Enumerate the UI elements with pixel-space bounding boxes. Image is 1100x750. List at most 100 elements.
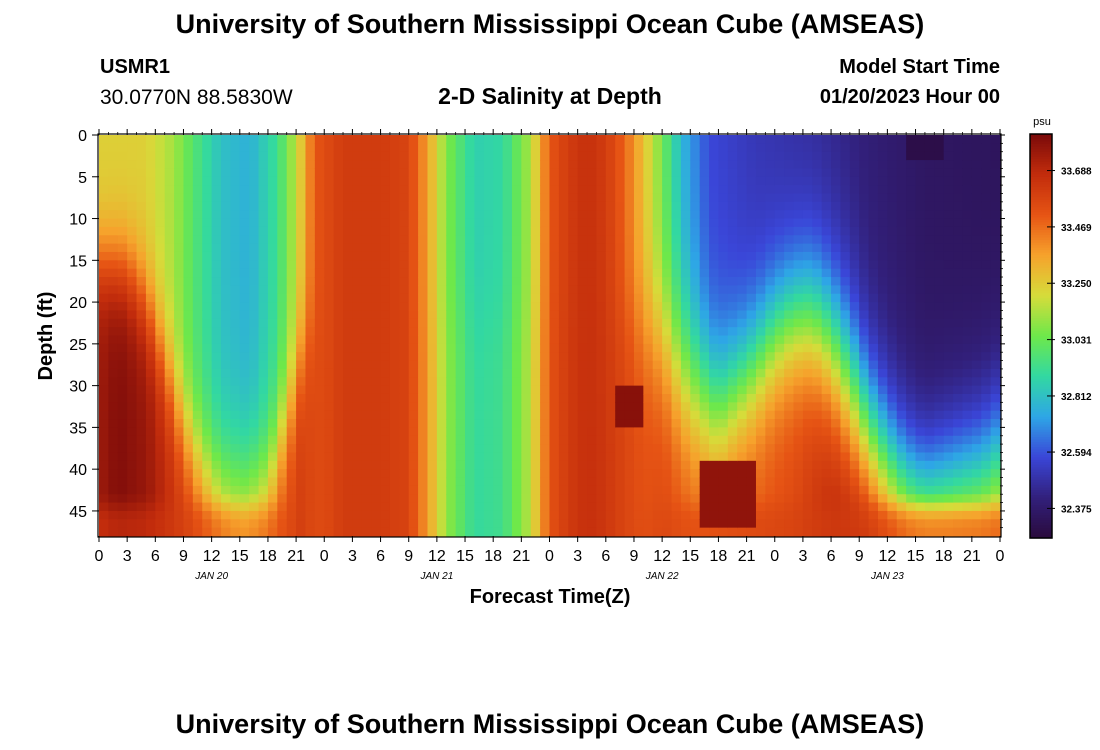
heatmap-cell [399,151,410,161]
heatmap-cell [558,235,569,245]
heatmap-cell [727,343,738,353]
heatmap-cell [418,285,429,295]
heatmap-cell [615,494,626,504]
heatmap-cell [314,469,325,479]
heatmap-cell [896,360,907,370]
heatmap-cell [521,527,532,537]
colorbar-segment [1030,356,1052,360]
colorbar-segment [1030,139,1052,143]
heatmap-cell [155,485,166,495]
heatmap-cell [896,393,907,403]
heatmap-cell [624,527,635,537]
heatmap-cell [399,293,410,303]
heatmap-cell [887,402,898,412]
heatmap-cell [690,385,701,395]
heatmap-cell [755,193,766,203]
heatmap-cell [906,260,917,270]
y-tick-label: 40 [69,462,87,479]
heatmap-cell [211,494,222,504]
heatmap-cell [784,251,795,261]
heatmap-cell [99,268,109,278]
heatmap-cell [943,427,954,437]
heatmap-cell [680,251,691,261]
heatmap-cell [877,318,888,328]
heatmap-cell [924,452,935,462]
heatmap-cell [633,251,644,261]
heatmap-cell [108,360,119,370]
heatmap-cell [399,243,410,253]
heatmap-cell [343,193,354,203]
heatmap-cell [812,176,823,186]
heatmap-cell [615,485,626,495]
heatmap-cell [727,218,738,228]
heatmap-cell [709,218,720,228]
heatmap-cell [680,494,691,504]
colorbar-segment [1030,217,1052,221]
heatmap-cell [746,268,757,278]
heatmap-cell [192,469,203,479]
heatmap-cell [812,527,823,537]
heatmap-cell [981,368,992,378]
heatmap-cell [314,310,325,320]
heatmap-cell [680,393,691,403]
heatmap-cell [981,176,992,186]
heatmap-cell [849,160,860,170]
heatmap-cell [296,268,307,278]
heatmap-cell [136,469,147,479]
heatmap-cell [934,260,945,270]
heatmap-cell [737,226,748,236]
x-tick-label: 6 [376,548,385,565]
heatmap-cell [183,218,194,228]
heatmap-cell [727,502,738,512]
heatmap-cell [971,469,982,479]
heatmap-cell [718,185,729,195]
heatmap-cell [868,210,879,220]
heatmap-cell [511,160,522,170]
y-tick-label: 10 [69,212,87,229]
colorbar-segment [1030,240,1052,244]
colorbar-segment [1030,280,1052,284]
heatmap-cell [840,160,851,170]
heatmap-cell [324,352,335,362]
heatmap-cell [755,377,766,387]
heatmap-cell [737,251,748,261]
heatmap-cell [99,435,109,445]
heatmap-cell [455,302,466,312]
heatmap-cell [877,251,888,261]
heatmap-cell [568,393,579,403]
heatmap-cell [164,477,175,487]
heatmap-cell [427,368,438,378]
heatmap-cell [380,510,391,520]
heatmap-cell [371,343,382,353]
heatmap-cell [887,285,898,295]
heatmap-cell [267,176,278,186]
heatmap-cell [915,335,926,345]
heatmap-cell [615,160,626,170]
heatmap-cell [802,460,813,470]
heatmap-cell [981,510,992,520]
heatmap-cell [887,135,898,144]
heatmap-cell [136,477,147,487]
heatmap-cell [277,176,288,186]
heatmap-cell [849,201,860,211]
heatmap-cell [953,444,964,454]
heatmap-cell [906,502,917,512]
heatmap-cell [202,494,213,504]
heatmap-cell [361,477,372,487]
heatmap-cell [530,193,541,203]
heatmap-cell [934,226,945,236]
heatmap-cell [671,460,682,470]
colorbar-segment [1030,232,1052,236]
heatmap-cell [371,360,382,370]
heatmap-cell [164,251,175,261]
heatmap-cell [136,419,147,428]
heatmap-cell [962,135,973,144]
heatmap-cell [343,427,354,437]
heatmap-cell [915,201,926,211]
heatmap-cell [577,218,588,228]
heatmap-cell [849,151,860,161]
heatmap-cell [333,218,344,228]
colorbar-segment [1030,484,1052,489]
heatmap-cell [418,510,429,520]
heatmap-cell [690,185,701,195]
